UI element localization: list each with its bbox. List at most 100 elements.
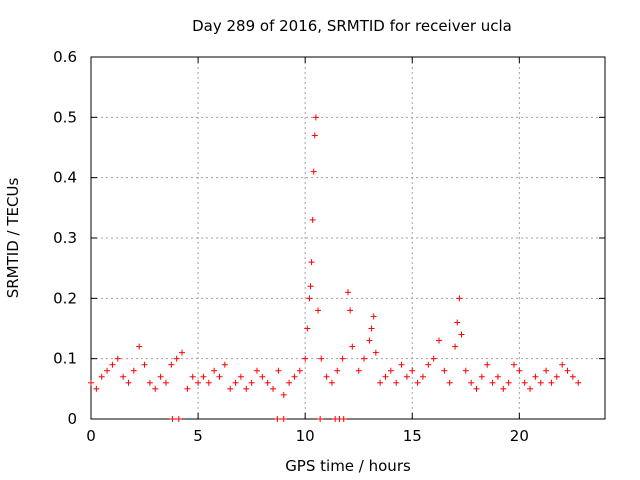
data-points — [88, 114, 582, 422]
data-point — [317, 416, 324, 422]
data-point — [104, 367, 111, 374]
data-point — [152, 385, 159, 392]
data-point — [169, 416, 176, 422]
data-point — [280, 391, 287, 398]
data-point — [409, 367, 416, 374]
data-point — [334, 367, 341, 374]
data-point — [436, 337, 443, 344]
data-point — [141, 361, 148, 368]
data-point — [120, 373, 127, 380]
axis-ticks — [90, 56, 605, 420]
data-point — [189, 373, 196, 380]
data-point — [146, 379, 153, 386]
data-point — [478, 373, 485, 380]
data-point — [340, 416, 347, 422]
data-point — [393, 379, 400, 386]
data-point — [468, 379, 475, 386]
x-axis-label: GPS time / hours — [285, 457, 411, 475]
data-point — [291, 373, 298, 380]
tick-labels: 0 5 10 15 20 0 0.1 0.2 0.3 0.4 0.5 0.6 — [53, 48, 529, 445]
data-point — [500, 385, 507, 392]
data-point — [441, 367, 448, 374]
data-point — [462, 367, 469, 374]
data-point — [339, 355, 346, 362]
x-tick-label: 5 — [193, 427, 203, 445]
data-point — [200, 373, 207, 380]
data-point — [232, 379, 239, 386]
data-point — [510, 361, 517, 368]
data-point — [328, 379, 335, 386]
data-point — [304, 325, 311, 332]
y-tick-label: 0.2 — [53, 289, 77, 307]
data-point — [168, 361, 175, 368]
data-point — [306, 295, 313, 302]
data-point — [382, 373, 389, 380]
x-tick-label: 0 — [86, 427, 96, 445]
data-point — [419, 373, 426, 380]
data-point — [366, 337, 373, 344]
data-point — [157, 373, 164, 380]
data-point — [93, 385, 100, 392]
data-point — [205, 379, 212, 386]
data-point — [569, 373, 576, 380]
data-point — [175, 416, 182, 422]
data-point — [296, 367, 303, 374]
data-point — [248, 379, 255, 386]
data-point — [521, 379, 528, 386]
data-point — [452, 343, 459, 350]
data-point — [280, 416, 287, 422]
data-point — [516, 367, 523, 374]
data-point — [414, 379, 421, 386]
data-point — [270, 385, 277, 392]
data-point — [323, 373, 330, 380]
data-point — [308, 259, 315, 266]
data-point — [211, 367, 218, 374]
data-point — [216, 373, 223, 380]
data-point — [162, 379, 169, 386]
data-point — [430, 355, 437, 362]
data-point — [114, 355, 121, 362]
data-point — [227, 385, 234, 392]
data-point — [237, 373, 244, 380]
data-point — [310, 168, 317, 175]
data-point — [309, 216, 316, 223]
data-point — [253, 367, 260, 374]
data-point — [456, 295, 463, 302]
data-point — [425, 361, 432, 368]
data-point — [387, 367, 394, 374]
data-point — [347, 307, 354, 314]
data-point — [377, 379, 384, 386]
grid — [91, 57, 605, 419]
y-tick-label: 0.6 — [53, 48, 77, 66]
data-point — [361, 355, 368, 362]
data-point — [527, 385, 534, 392]
data-point — [88, 379, 94, 386]
data-point — [532, 373, 539, 380]
data-point — [372, 349, 379, 356]
data-point — [543, 367, 550, 374]
x-tick-label: 20 — [510, 427, 529, 445]
x-tick-label: 15 — [403, 427, 422, 445]
chart-title: Day 289 of 2016, SRMTID for receiver ucl… — [192, 17, 512, 35]
y-tick-label: 0.1 — [53, 350, 77, 368]
y-axis-label: SRMTID / TECUs — [4, 178, 22, 299]
data-point — [302, 355, 309, 362]
data-point — [345, 289, 351, 296]
data-point — [398, 361, 405, 368]
data-point — [259, 373, 266, 380]
data-point — [264, 379, 271, 386]
data-point — [274, 416, 281, 422]
data-point — [311, 132, 318, 139]
data-point — [494, 373, 501, 380]
data-point — [318, 355, 325, 362]
data-point — [473, 385, 480, 392]
data-point — [489, 379, 496, 386]
data-point — [564, 367, 571, 374]
data-point — [559, 361, 566, 368]
data-point — [454, 319, 461, 326]
y-tick-label: 0.3 — [53, 229, 77, 247]
data-point — [537, 379, 544, 386]
data-point — [109, 361, 116, 368]
data-point — [173, 355, 180, 362]
